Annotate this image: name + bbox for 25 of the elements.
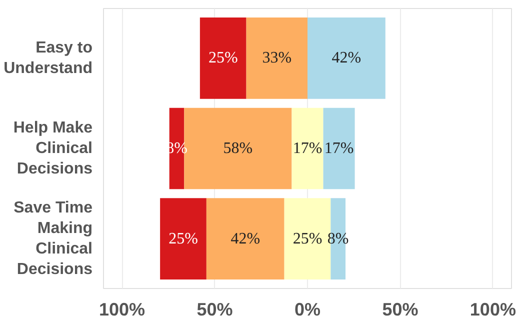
x-tick-label: 50%	[382, 300, 418, 320]
data-label: 25%	[292, 230, 322, 248]
data-label: 42%	[230, 230, 260, 248]
bar	[160, 198, 206, 280]
x-tick-label: 100%	[99, 300, 146, 320]
bar	[206, 198, 284, 280]
data-label: 42%	[332, 50, 362, 67]
bar	[308, 18, 386, 99]
x-tick-label: 50%	[196, 300, 233, 320]
bar	[246, 18, 308, 99]
data-label: 33%	[262, 50, 292, 67]
data-label: 25%	[208, 50, 238, 67]
data-label: 17%	[292, 140, 322, 157]
y-tick-label: Save Time Making Clinical Decisions	[14, 200, 93, 278]
bar	[323, 108, 355, 190]
y-tick-label: Help Make Clinical Decisions	[13, 120, 93, 178]
data-label: 8%	[327, 230, 349, 248]
data-label: 58%	[223, 140, 253, 157]
bar	[292, 108, 324, 190]
x-tick-label: 0%	[294, 300, 321, 320]
bar	[200, 18, 246, 99]
x-tick-label: 100%	[470, 300, 516, 320]
y-tick-label: Easy to Understand	[4, 39, 93, 77]
data-label: 25%	[168, 230, 198, 248]
data-label: 17%	[324, 140, 354, 157]
